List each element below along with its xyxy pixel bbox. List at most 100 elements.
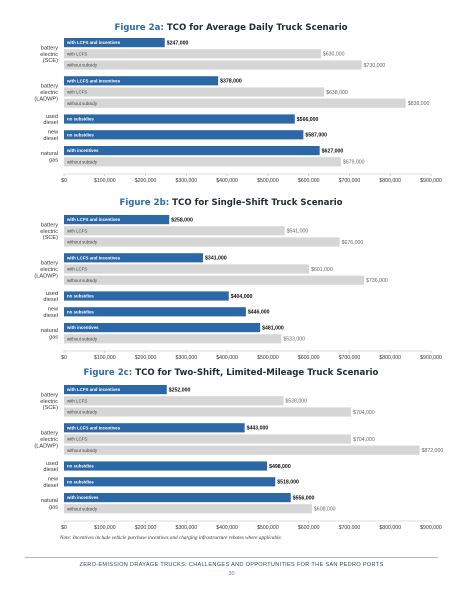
category-label: battery electric (LADWP): [34, 84, 58, 103]
data-label: $446,000: [248, 310, 270, 316]
bar: [64, 275, 365, 285]
footer-divider: [25, 557, 438, 558]
bar-label: with LCFS and incentives: [66, 387, 121, 392]
category-label-line: diesel: [43, 297, 58, 303]
category-label-line: battery: [41, 84, 58, 90]
data-label: $608,000: [314, 507, 336, 513]
category-label-line: natural: [41, 151, 58, 157]
bar: [64, 226, 285, 236]
x-tick-label: $600,000: [298, 178, 320, 184]
figure-title-text: TCO for Single-Shift Truck Scenario: [172, 198, 342, 208]
bar: [64, 477, 276, 487]
footer-title: ZERO-EMISSION DRAYAGE TRUCKS: CHALLENGES…: [79, 562, 384, 568]
data-label: $838,000: [408, 101, 430, 107]
category-label-line: new: [48, 477, 59, 483]
bar-label: with LCFS and incentives: [66, 78, 121, 83]
x-tick-label: $700,000: [339, 525, 361, 530]
category-label: natural gas: [41, 498, 58, 510]
category-label-line: natural: [41, 498, 58, 504]
category-label-line: diesel: [43, 136, 58, 142]
bar-label: with LCFS and incentives: [66, 425, 121, 430]
category-label-line: battery: [41, 261, 58, 267]
bar-label: without subsidy: [67, 410, 98, 415]
figure-title: Figure 2c: TCO for Two-Shift, Limited-Mi…: [84, 368, 379, 378]
data-label: $730,000: [364, 63, 386, 69]
bar-label: without subsidy: [67, 506, 98, 511]
x-tick-label: $300,000: [176, 525, 198, 530]
x-tick-label: $600,000: [298, 525, 320, 530]
bar-label: without subsidy: [67, 336, 98, 341]
bar: [64, 114, 295, 124]
bar: [64, 423, 245, 433]
data-label: $679,000: [343, 160, 365, 166]
figure-label: Figure 2b:: [119, 198, 172, 208]
data-label: $538,000: [285, 399, 307, 405]
category-label-line: battery: [41, 45, 58, 51]
bar-label: without subsidy: [67, 63, 98, 68]
bar-label: with LCFS and incentives: [66, 217, 121, 222]
figure-title-text: TCO for Two-Shift, Limited-Mileage Truck…: [135, 368, 378, 378]
bar: [64, 237, 340, 247]
bar: [64, 264, 310, 274]
data-label: $630,000: [323, 52, 345, 58]
bar-label: with LCFS: [67, 228, 87, 233]
data-label: $627,000: [322, 148, 344, 154]
category-label-line: electric: [40, 437, 58, 443]
bar: [64, 38, 165, 48]
category-label: battery electric (LADWP): [34, 261, 58, 280]
data-label: $638,000: [326, 90, 348, 96]
category-label-line: battery: [41, 392, 58, 398]
x-tick-label: $600,000: [298, 355, 320, 361]
category-label-line: natural: [41, 328, 58, 334]
bar-label: with LCFS: [67, 267, 87, 272]
bar-label: no subsidies: [67, 479, 94, 484]
category-label-line: electric: [40, 229, 58, 235]
bar-label: no subsidies: [67, 132, 94, 137]
x-tick-label: $800,000: [379, 355, 401, 361]
data-label: $601,000: [311, 267, 333, 273]
data-label: $378,000: [220, 79, 242, 85]
x-tick-label: $700,000: [339, 355, 361, 361]
bar: [64, 323, 261, 333]
data-label: $404,000: [231, 294, 253, 300]
bar-label: without subsidy: [67, 448, 98, 453]
bar-label: with LCFS: [67, 398, 87, 403]
category-label-line: (SCE): [43, 58, 58, 64]
bar-label: without subsidy: [67, 159, 98, 164]
category-label-line: (LADWP): [34, 273, 58, 279]
x-tick-label: $800,000: [379, 525, 401, 530]
bar: [64, 434, 352, 444]
category-label: natural gas: [41, 151, 58, 163]
figure-label: Figure 2c:: [84, 368, 136, 378]
bar: [64, 445, 420, 455]
x-tick-label: $500,000: [257, 525, 279, 530]
x-tick-label: $500,000: [257, 355, 279, 361]
bar: [64, 146, 320, 156]
figure-note: Note: Incentives include vehicle purchas…: [60, 535, 283, 541]
data-label: $704,000: [353, 437, 375, 443]
category-label-line: diesel: [43, 313, 58, 319]
category-label: used diesel: [43, 291, 58, 303]
data-label: $443,000: [247, 426, 269, 432]
category-label-line: new: [48, 130, 59, 136]
x-tick-label: $200,000: [135, 355, 157, 361]
category-label-line: electric: [40, 52, 58, 58]
bar-label: with LCFS and incentives: [66, 255, 121, 260]
category-label-line: diesel: [43, 120, 58, 126]
category-label-line: new: [48, 307, 59, 313]
x-tick-label: $200,000: [135, 525, 157, 530]
category-label-line: used: [46, 461, 58, 467]
x-tick-label: $400,000: [216, 178, 238, 184]
bar: [64, 396, 284, 406]
data-label: $252,000: [169, 387, 191, 393]
bar: [64, 493, 291, 503]
x-tick-label: $0: [61, 178, 67, 184]
bar-label: without subsidy: [67, 101, 98, 106]
data-label: $533,000: [283, 337, 305, 343]
bar-label: no subsidies: [67, 464, 94, 469]
category-label-line: diesel: [43, 467, 58, 473]
category-label-line: diesel: [43, 483, 58, 489]
x-tick-label: $300,000: [176, 178, 198, 184]
data-label: $498,000: [269, 464, 291, 470]
